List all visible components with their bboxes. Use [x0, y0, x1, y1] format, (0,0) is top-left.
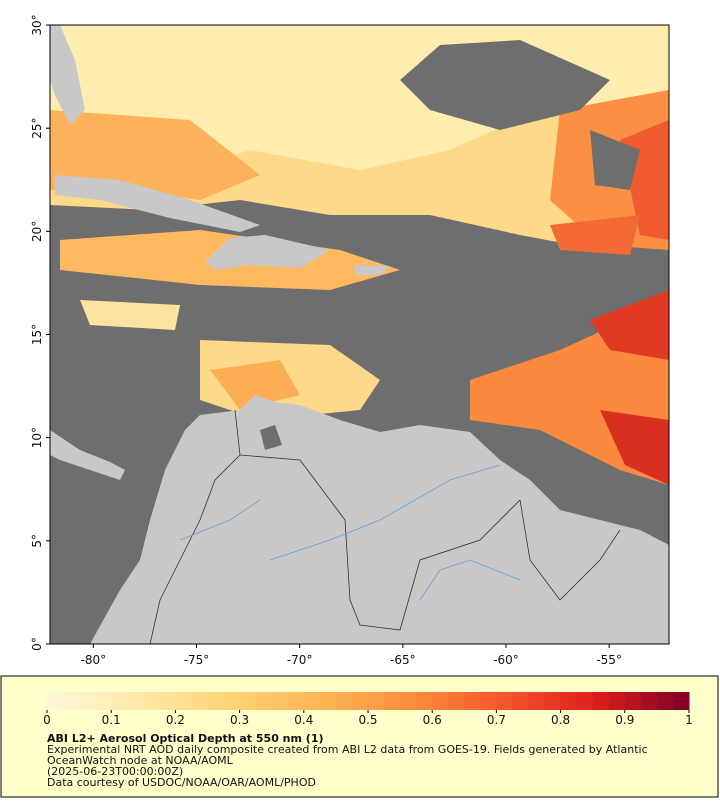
colorbar-swatch — [207, 692, 225, 710]
colorbar-swatch — [448, 692, 465, 710]
borders — [149, 409, 621, 644]
colorbar-swatch — [528, 692, 546, 710]
colorbar-swatch — [464, 692, 481, 710]
colorbar-swatch — [496, 692, 513, 710]
colorbar-swatch — [127, 692, 144, 710]
map-image — [50, 25, 669, 644]
colorbar-swatch — [95, 692, 112, 710]
colorbar-swatch — [656, 692, 674, 710]
colorbar-swatch — [672, 692, 690, 710]
lat-tick-label: 30° — [30, 14, 44, 35]
colorbar-tick-label: 0.3 — [230, 713, 249, 727]
colorbar-swatch — [592, 692, 610, 710]
lat-tick-label: 25° — [30, 118, 44, 139]
colorbar-swatch — [159, 692, 176, 710]
lon-tick-label: -75° — [184, 653, 210, 667]
lat-tick-label: 20° — [30, 221, 44, 242]
colorbar-swatch — [303, 692, 321, 710]
colorbar-swatch — [335, 692, 353, 710]
colorbar-swatch — [624, 692, 642, 710]
colorbar-swatch — [287, 692, 305, 710]
colorbar-swatch — [560, 692, 578, 710]
colorbar-tick-label: 0.8 — [551, 713, 570, 727]
colorbar-tick-label: 0 — [43, 713, 51, 727]
colorbar-swatch — [79, 692, 96, 710]
colorbar-swatch — [143, 692, 160, 710]
lon-tick-label: -60° — [493, 653, 519, 667]
colorbar-swatch — [512, 692, 529, 710]
colorbar-tick-label: 0.1 — [102, 713, 121, 727]
colorbar-swatch — [351, 692, 369, 710]
colorbar-swatch — [47, 692, 64, 710]
colorbar-swatch — [111, 692, 128, 710]
caption-line: Experimental NRT AOD daily composite cre… — [47, 743, 648, 756]
colorbar-swatch — [400, 692, 417, 710]
colorbar-tick-label: 1 — [685, 713, 693, 727]
colorbar-swatch — [432, 692, 449, 710]
colorbar-swatch — [271, 692, 289, 710]
colorbar-swatch — [239, 692, 257, 710]
caption-line: OceanWatch node at NOAA/AOML — [47, 754, 234, 767]
colorbar-swatch — [255, 692, 273, 710]
colorbar-tick-label: 0.9 — [615, 713, 634, 727]
colorbar-swatch — [223, 692, 241, 710]
colorbar-tick-label: 0.5 — [358, 713, 377, 727]
colorbar-swatch — [480, 692, 497, 710]
colorbar-swatch — [191, 692, 208, 710]
colorbar-tick-label: 0.6 — [423, 713, 442, 727]
caption-line: Data courtesy of USDOC/NOAA/OAR/AOML/PHO… — [47, 776, 316, 789]
colorbar-swatch — [319, 692, 337, 710]
lat-tick-label: 0° — [30, 637, 44, 651]
colorbar-tick-label: 0.2 — [166, 713, 185, 727]
lon-tick-label: -70° — [287, 653, 313, 667]
lon-tick-label: -55° — [596, 653, 622, 667]
colorbar-swatch — [640, 692, 658, 710]
colorbar-swatch — [384, 692, 401, 710]
lat-tick-label: 15° — [30, 324, 44, 345]
lon-tick-label: -80° — [81, 653, 107, 667]
colorbar-swatch — [63, 692, 80, 710]
lat-tick-label: 10° — [30, 427, 44, 448]
rivers — [179, 464, 521, 601]
lon-tick-label: -65° — [390, 653, 416, 667]
colorbar-swatch — [175, 692, 192, 710]
colorbar-tick-label: 0.7 — [487, 713, 506, 727]
colorbar-swatch — [576, 692, 594, 710]
lat-tick-label: 5° — [30, 534, 44, 548]
colorbar-tick-label: 0.4 — [294, 713, 313, 727]
colorbar-swatch — [416, 692, 433, 710]
caption-line: (2025-06-23T00:00:00Z) — [47, 765, 183, 778]
colorbar-swatch — [368, 692, 385, 710]
colorbar-swatch — [544, 692, 562, 710]
colorbar-swatch — [608, 692, 626, 710]
caption-title: ABI L2+ Aerosol Optical Depth at 550 nm … — [47, 732, 324, 745]
